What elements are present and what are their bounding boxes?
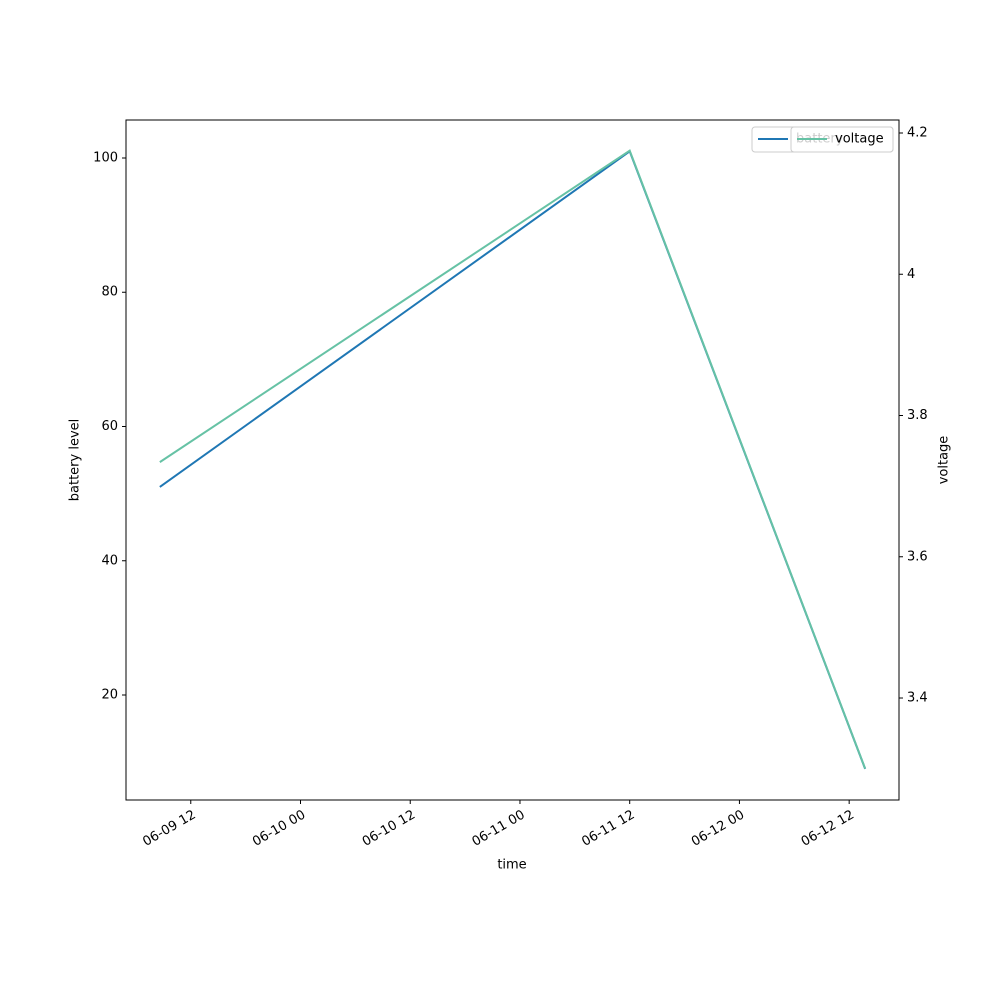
legend-box <box>790 126 894 153</box>
x-axis-label: time <box>497 858 526 873</box>
y2-tick-label: 4 <box>907 267 915 282</box>
x-tick-label: 06-11 00 <box>470 808 528 850</box>
x-tick-label: 06-10 12 <box>360 808 418 850</box>
x-tick-label: 06-10 00 <box>250 808 308 850</box>
y-tick-label: 60 <box>101 419 118 434</box>
y-tick-label: 40 <box>101 553 118 568</box>
legend-label: voltage <box>835 132 884 147</box>
y2-axis-label: voltage <box>937 436 952 485</box>
y-tick-label: 100 <box>93 150 118 165</box>
x-tick-label: 06-12 12 <box>799 808 857 850</box>
plot-frame <box>125 119 900 801</box>
y-tick-label: 20 <box>101 688 118 703</box>
line <box>159 149 867 769</box>
line <box>159 149 867 770</box>
y2-tick-label: 3.6 <box>907 549 928 564</box>
x-tick-label: 06-09 12 <box>140 808 198 850</box>
y-tick-label: 80 <box>101 285 118 300</box>
y2-tick-label: 4.2 <box>907 125 928 140</box>
x-tick-label: 06-12 00 <box>689 808 747 850</box>
y2-tick-label: 3.4 <box>907 691 928 706</box>
y-axis-label: battery level <box>68 419 83 502</box>
y2-tick-label: 3.8 <box>907 408 928 423</box>
x-tick-label: 06-11 12 <box>579 808 637 850</box>
